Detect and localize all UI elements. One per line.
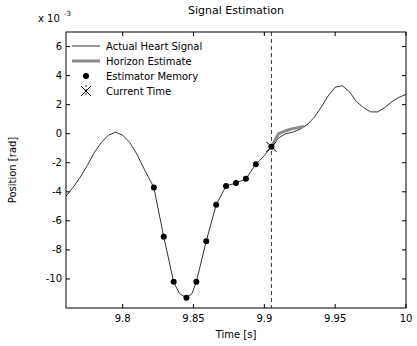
y-tick-label: 6: [56, 41, 62, 52]
legend-swatch: [83, 73, 89, 79]
legend-label: Actual Heart Signal: [106, 41, 202, 52]
legend-label: Estimator Memory: [106, 71, 198, 82]
x-tick: [335, 304, 336, 308]
y-tick-right: [402, 133, 406, 134]
y-tick-label: -8: [52, 244, 62, 255]
y-tick: [66, 133, 70, 134]
x-tick-top: [193, 32, 194, 36]
title: Signal Estimation: [188, 4, 284, 17]
memory-point: [253, 161, 259, 167]
y-tick: [66, 220, 70, 221]
y-tick-right: [402, 191, 406, 192]
plot-area: [66, 32, 406, 308]
x-tick-top: [335, 32, 336, 36]
x-tick: [193, 304, 194, 308]
y-tick: [66, 104, 70, 105]
axis-multiplier: x 10: [38, 13, 60, 24]
memory-point: [223, 183, 229, 189]
legend-swatch: [72, 46, 100, 47]
legend-label: Horizon Estimate: [106, 56, 192, 67]
x-tick-top: [264, 32, 265, 36]
y-tick-label: -10: [46, 273, 62, 284]
y-tick: [66, 249, 70, 250]
x-tick: [122, 304, 123, 308]
y-tick-right: [402, 249, 406, 250]
y-tick: [66, 75, 70, 76]
current-time-line: [271, 32, 272, 308]
memory-point: [213, 202, 219, 208]
y-tick: [66, 278, 70, 279]
y-tick-right: [402, 46, 406, 47]
memory-point: [243, 176, 249, 182]
y-tick: [66, 46, 70, 47]
x-marker: [266, 142, 276, 152]
x-tick-label: 9.8: [115, 313, 131, 324]
axis-multiplier-exponent: -3: [64, 10, 71, 18]
memory-point: [171, 279, 177, 285]
background: [0, 0, 417, 346]
x-tick-label: 9.85: [182, 313, 204, 324]
y-tick-right: [402, 162, 406, 163]
y-tick-right: [402, 220, 406, 221]
memory-point: [183, 295, 189, 301]
y-tick: [66, 162, 70, 163]
plot-data: [66, 32, 406, 308]
memory-point: [161, 234, 167, 240]
memory-point: [151, 184, 157, 190]
legend-label: Current Time: [106, 86, 171, 97]
y-tick-right: [402, 104, 406, 105]
legend-swatch: [72, 60, 100, 63]
chart: 9.8 9.85 9.9 9.95 10 -10 -8 -6 -4 -2 0 2 4 6 Signal Es…: [0, 0, 417, 346]
memory-point: [203, 238, 209, 244]
y-axis-label: Position [rad]: [7, 137, 18, 204]
x-marker-path: [266, 142, 276, 152]
y-tick-label: -4: [52, 186, 62, 197]
legend-swatch: [81, 86, 91, 96]
legend: Actual Heart Signal Horizon Estimate Estim…: [72, 41, 202, 98]
frame: [66, 32, 406, 308]
x-axis-label: Time [s]: [215, 329, 257, 340]
y-tick-label: 2: [56, 99, 62, 110]
memory-point: [233, 180, 239, 186]
y-tick-right: [402, 278, 406, 279]
x-tick-top: [122, 32, 123, 36]
y-tick-label: -2: [52, 157, 62, 168]
series-line: [66, 86, 406, 298]
y-tick-right: [402, 75, 406, 76]
y-tick-label: 4: [56, 70, 62, 81]
x-tick-label: 9.95: [324, 313, 346, 324]
x-tick-label: 10: [400, 313, 413, 324]
series-line: [271, 126, 304, 146]
y-tick-label: 0: [56, 128, 62, 139]
memory-point: [193, 279, 199, 285]
y-tick-label: -6: [52, 215, 62, 226]
x-tick: [264, 304, 265, 308]
x-tick-label: 9.9: [256, 313, 272, 324]
